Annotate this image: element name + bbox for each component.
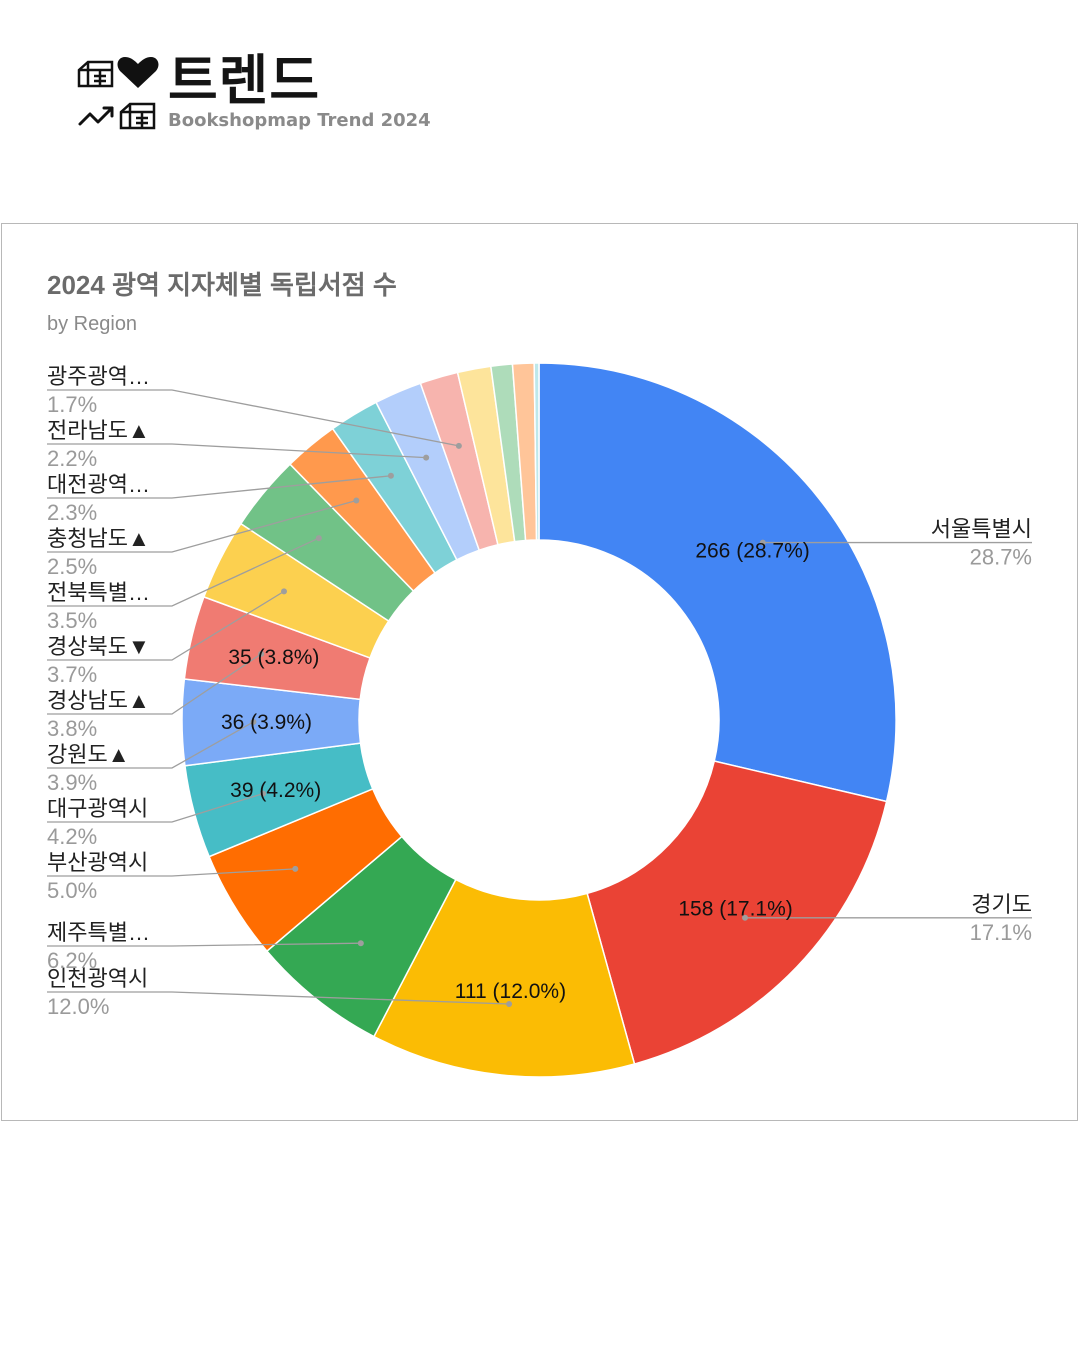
slice-data-label: 36 (3.9%): [221, 711, 312, 734]
leaders-group: 서울특별시 28.7% 경기도 17.1% 인천광역시 12.0% 제주특별… 6.2% 부산광…: [47, 364, 1032, 1019]
leader-line: [47, 942, 361, 947]
slice-category-label: 인천광역시: [47, 966, 148, 991]
leader-line: [47, 721, 254, 769]
donut-slice: [372, 878, 636, 1078]
slices-group: [181, 362, 897, 1078]
slice-category-label: 광주광역…: [47, 364, 150, 389]
leader-line: [47, 868, 296, 877]
leader-line: [47, 389, 459, 447]
slice-percent-label: 3.8%: [47, 716, 97, 741]
heart-icon: [117, 57, 159, 88]
leader-dot: [742, 914, 749, 921]
slice-percent-label: 3.7%: [47, 662, 97, 687]
slice-percent-label: 12.0%: [47, 994, 109, 1019]
leader-dot: [258, 650, 265, 657]
leader-line: [47, 499, 357, 553]
donut-chart: 2024 광역 지자체별 독립서점 수 by Region 서울특별시 28.7%…: [47, 270, 1032, 1078]
leader-line: [47, 991, 510, 1005]
slice-category-label: 경기도: [971, 892, 1032, 917]
leader-dot: [423, 454, 430, 461]
bookshop-icon: [77, 60, 114, 88]
leader-line: [47, 475, 391, 499]
trend-arrow-icon: [78, 106, 114, 126]
slice-category-label: 부산광역시: [47, 850, 148, 875]
slice-percent-label: 2.3%: [47, 500, 97, 525]
leader-dot: [506, 1001, 513, 1008]
slice-percent-label: 28.7%: [970, 545, 1032, 570]
slice-category-label: 대전광역…: [47, 472, 150, 497]
leader-dot: [353, 497, 360, 504]
brand-subtitle: Bookshopmap Trend 2024: [168, 110, 431, 131]
leader-dot: [292, 865, 299, 872]
bookshop-icon: [119, 102, 156, 130]
chart-subtitle: by Region: [47, 313, 137, 335]
leader-dot: [357, 940, 364, 947]
brand-header: 트렌드 Bookshopmap Trend 2024: [76, 52, 476, 142]
slice-percent-label: 2.2%: [47, 446, 97, 471]
donut-slice: [538, 362, 897, 803]
slice-percent-label: 4.2%: [47, 824, 97, 849]
slice-category-label: 전북특별…: [47, 580, 150, 605]
leader-line: [47, 653, 262, 715]
slice-percent-label: 5.0%: [47, 878, 97, 903]
slice-data-label: 35 (3.8%): [228, 646, 319, 669]
slice-data-label: 39 (4.2%): [230, 779, 321, 802]
slice-percent-label: 17.1%: [970, 920, 1032, 945]
slice-category-label: 대구광역시: [47, 796, 148, 821]
leader-dot: [315, 535, 322, 542]
leader-dot: [387, 472, 394, 479]
data-labels-group: 266 (28.7%) 158 (17.1%) 111 (12.0%) 39 (4.2…: [221, 540, 810, 1003]
donut-slice: [586, 760, 888, 1065]
leader-line: [47, 590, 285, 661]
slice-category-label: 전라남도▲: [47, 418, 150, 443]
chart-frame: 2024 광역 지자체별 독립서점 수 by Region 서울특별시 28.7%…: [1, 223, 1078, 1121]
slice-data-label: 111 (12.0%): [455, 980, 566, 1003]
leader-line: [47, 443, 427, 459]
donut-slice: [533, 362, 540, 541]
chart-title: 2024 광역 지자체별 독립서점 수: [47, 270, 397, 300]
leader-line: [47, 537, 320, 607]
slice-data-label: 266 (28.7%): [695, 540, 809, 563]
leader-dot: [455, 442, 462, 449]
slice-category-label: 제주특별…: [47, 920, 150, 945]
brand-title: 트렌드: [168, 49, 321, 112]
slice-percent-label: 1.7%: [47, 392, 97, 417]
leader-line: [47, 792, 264, 823]
leader-dot: [281, 588, 288, 595]
slice-percent-label: 3.9%: [47, 770, 97, 795]
leader-dot: [759, 539, 766, 546]
slice-data-label: 158 (17.1%): [678, 898, 792, 921]
leader-dot: [260, 790, 267, 797]
slice-percent-label: 6.2%: [47, 948, 97, 973]
slice-category-label: 충청남도▲: [47, 526, 150, 551]
slice-category-label: 경상북도▼: [47, 634, 150, 659]
slice-category-label: 강원도▲: [47, 742, 130, 767]
slice-percent-label: 3.5%: [47, 608, 97, 633]
brand-icons: [77, 57, 159, 130]
leader-dot: [250, 718, 257, 725]
slice-category-label: 서울특별시: [931, 517, 1032, 542]
slice-category-label: 경상남도▲: [47, 688, 150, 713]
slice-percent-label: 2.5%: [47, 554, 97, 579]
